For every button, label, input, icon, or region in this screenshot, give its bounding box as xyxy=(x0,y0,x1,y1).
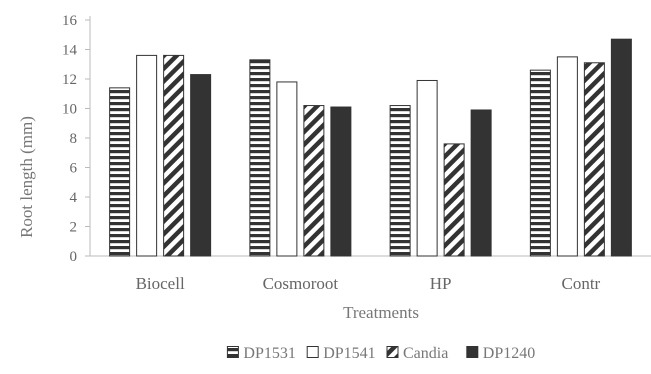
y-tick-label: 4 xyxy=(70,190,78,206)
bar-dp1541-hp xyxy=(416,79,438,257)
bar-dp1531-cosmoroot xyxy=(249,59,271,257)
bar-candia-biocell xyxy=(163,54,185,257)
x-category-label: Contr xyxy=(562,274,601,293)
bar-dp1240-contr xyxy=(610,38,632,257)
bar-candia-contr xyxy=(583,62,605,257)
y-tick-label: 14 xyxy=(62,43,78,59)
bar-dp1240-cosmoroot xyxy=(330,106,352,257)
legend-label-dp1240: DP1240 xyxy=(483,345,535,362)
bar-dp1240-biocell xyxy=(190,74,212,257)
legend-swatch-dp1240 xyxy=(466,346,479,358)
legend: DP1531 DP1541 Candia DP1240 xyxy=(226,345,535,362)
legend-swatch-candia xyxy=(386,346,399,358)
bar-dp1541-biocell xyxy=(136,54,158,257)
y-tick-label: 10 xyxy=(62,102,77,118)
bar-dp1541-contr xyxy=(556,56,578,257)
bar-candia-hp xyxy=(443,143,465,257)
plot-area: 0 2 4 6 8 10 12 14 16 Biocell Cosmoroot HP Contr xyxy=(62,13,651,293)
y-tick-label: 0 xyxy=(70,249,78,265)
y-tick-label: 12 xyxy=(62,72,77,88)
bar-dp1531-biocell xyxy=(109,87,131,257)
y-tick-label: 2 xyxy=(70,220,78,236)
legend-swatch-dp1541 xyxy=(306,346,319,358)
bar-dp1541-cosmoroot xyxy=(276,81,298,257)
bar-dp1531-contr xyxy=(529,69,551,257)
legend-label-dp1531: DP1531 xyxy=(243,345,295,362)
y-tick-label: 8 xyxy=(70,131,78,147)
x-category-label: HP xyxy=(430,274,452,293)
y-tick-label: 6 xyxy=(70,161,78,177)
y-axis-title: Root length (mm) xyxy=(17,116,36,238)
legend-label-candia: Candia xyxy=(403,345,448,362)
legend-label-dp1541: DP1541 xyxy=(323,345,375,362)
bar-candia-cosmoroot xyxy=(303,105,325,257)
x-category-label: Biocell xyxy=(136,274,185,293)
legend-swatch-dp1531 xyxy=(226,346,239,358)
bar-dp1240-hp xyxy=(470,109,492,257)
y-tick-label: 16 xyxy=(62,13,78,29)
x-axis-title: Treatments xyxy=(343,303,419,322)
bar-dp1531-hp xyxy=(389,105,411,257)
x-category-label: Cosmoroot xyxy=(263,274,339,293)
